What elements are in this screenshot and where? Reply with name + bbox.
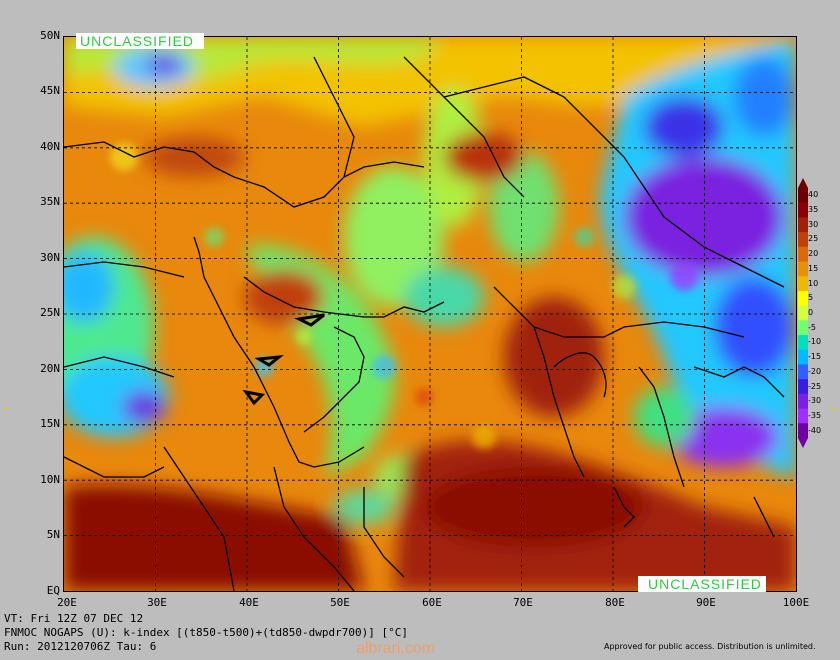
- k-index-colorbar: [798, 178, 808, 448]
- lon-label-50e: 50E: [330, 596, 350, 609]
- colorbar-tick-label: -20: [808, 366, 822, 376]
- lon-label-70e: 70E: [513, 596, 533, 609]
- map-frame: [63, 36, 797, 592]
- colorbar-tick-label: -30: [808, 396, 822, 406]
- lon-label-90e: 90E: [696, 596, 716, 609]
- colorbar-segment: [798, 217, 808, 233]
- colorbar-tick-label: -35: [808, 410, 822, 420]
- site-watermark: albrari.com: [356, 640, 436, 657]
- colorbar-segment: [798, 261, 808, 277]
- colorbar-segment: [798, 232, 808, 248]
- colorbar-tick-label: -10: [808, 337, 822, 347]
- lat-label-40n: 40N: [40, 140, 60, 153]
- lat-label-35n: 35N: [40, 195, 60, 208]
- model-description-text: FNMOC NOGAPS (U): k-index [(t850-t500)+(…: [4, 626, 408, 639]
- colorbar-tick-label: 0: [808, 308, 814, 317]
- colorbar-tick-label: -25: [808, 381, 822, 391]
- colorbar-segment: [798, 423, 808, 439]
- lat-label-30n: 30N: [40, 251, 60, 264]
- lon-label-40e: 40E: [239, 596, 259, 609]
- lat-label-45n: 45N: [40, 84, 60, 97]
- colorbar-segment: [798, 202, 808, 218]
- colorbar-tick-label: 5: [808, 293, 814, 303]
- colorbar-segment: [798, 379, 808, 395]
- lon-label-60e: 60E: [422, 596, 442, 609]
- run-info-text: Run: 2012120706Z Tau: 6: [4, 640, 157, 653]
- lat-label-10n: 10N: [40, 473, 60, 486]
- right-edge-tick: [830, 408, 836, 409]
- colorbar-segment: [798, 246, 808, 263]
- k-index-map: [64, 37, 796, 591]
- colorbar-segment: [798, 305, 808, 321]
- colorbar-segment: [798, 188, 808, 204]
- unclassified-banner-top: UNCLASSIFIED: [76, 33, 204, 49]
- colorbar-top-arrow: [798, 178, 808, 188]
- colorbar-segment: [798, 349, 808, 365]
- lat-label-50n: 50N: [40, 29, 60, 42]
- lon-label-30e: 30E: [147, 596, 167, 609]
- colorbar-bottom-arrow: [798, 438, 808, 448]
- colorbar-segment: [798, 335, 808, 351]
- lat-label-25n: 25N: [40, 306, 60, 319]
- lon-label-80e: 80E: [605, 596, 625, 609]
- lon-label-20e: 20E: [57, 596, 77, 609]
- colorbar-tick-label: 15: [808, 263, 819, 273]
- colorbar-segment: [798, 276, 808, 292]
- colorbar-tick-label: 10: [808, 278, 819, 288]
- colorbar-tick-label: -15: [808, 352, 822, 362]
- colorbar-tick-label: 40: [808, 190, 819, 200]
- colorbar-tick-label: -40: [808, 425, 822, 435]
- colorbar-segment: [798, 408, 808, 424]
- lat-label-5n: 5N: [46, 528, 60, 541]
- colorbar-segment: [798, 393, 808, 410]
- colorbar-tick-label: 25: [808, 234, 819, 244]
- colorbar-tick-label: 20: [808, 249, 819, 259]
- colorbar-segment: [798, 290, 808, 307]
- left-edge-tick: [4, 408, 10, 409]
- colorbar-segment: [798, 320, 808, 336]
- lat-label-15n: 15N: [40, 417, 60, 430]
- colorbar-segment: [798, 364, 808, 380]
- colorbar-tick-label: 30: [808, 219, 819, 229]
- valid-time-text: VT: Fri 12Z 07 DEC 12: [4, 612, 144, 625]
- lat-label-20n: 20N: [40, 362, 60, 375]
- unclassified-banner-bottom: UNCLASSIFIED: [638, 576, 766, 592]
- lon-label-100e: 100E: [782, 596, 810, 609]
- approval-notice: Approved for public access. Distribution…: [604, 642, 816, 651]
- colorbar-tick-label: -5: [808, 322, 816, 332]
- lat-label-eq: EQ: [46, 584, 60, 597]
- colorbar-tick-label: 35: [808, 205, 819, 215]
